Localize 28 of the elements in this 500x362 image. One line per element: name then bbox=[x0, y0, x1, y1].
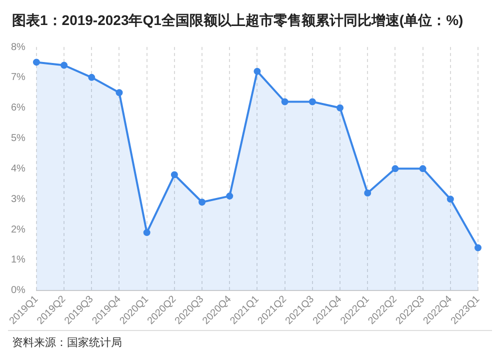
y-tick-label: 0% bbox=[11, 285, 26, 296]
point bbox=[32, 58, 40, 66]
point bbox=[446, 196, 454, 203]
text: 资料来源：国家统计局 bbox=[8, 330, 492, 350]
point bbox=[254, 68, 261, 75]
y-tick-label: 5% bbox=[11, 133, 26, 144]
point bbox=[281, 98, 288, 106]
point bbox=[88, 74, 96, 81]
point bbox=[336, 104, 344, 112]
point bbox=[308, 98, 316, 106]
point bbox=[226, 192, 234, 200]
chart-title: 图表1：2019-2023年Q1全国限额以上超市零售额累计同比增速(单位：%) bbox=[11, 11, 464, 30]
point bbox=[143, 229, 150, 236]
point bbox=[392, 165, 399, 172]
y-tick-label: 3% bbox=[11, 194, 26, 205]
y-tick-label: 1% bbox=[11, 254, 26, 266]
point bbox=[116, 89, 123, 96]
y-tick-label: 8% bbox=[11, 42, 26, 53]
y-tick-label: 2% bbox=[11, 224, 26, 236]
point bbox=[60, 62, 68, 69]
y-tick-label: 6% bbox=[11, 102, 26, 114]
point bbox=[364, 190, 372, 197]
point bbox=[474, 244, 482, 252]
point bbox=[170, 171, 178, 178]
point bbox=[198, 198, 206, 206]
y-tick-label: 7% bbox=[11, 72, 26, 84]
y-tick-label: 4% bbox=[11, 163, 26, 174]
point bbox=[419, 165, 426, 172]
